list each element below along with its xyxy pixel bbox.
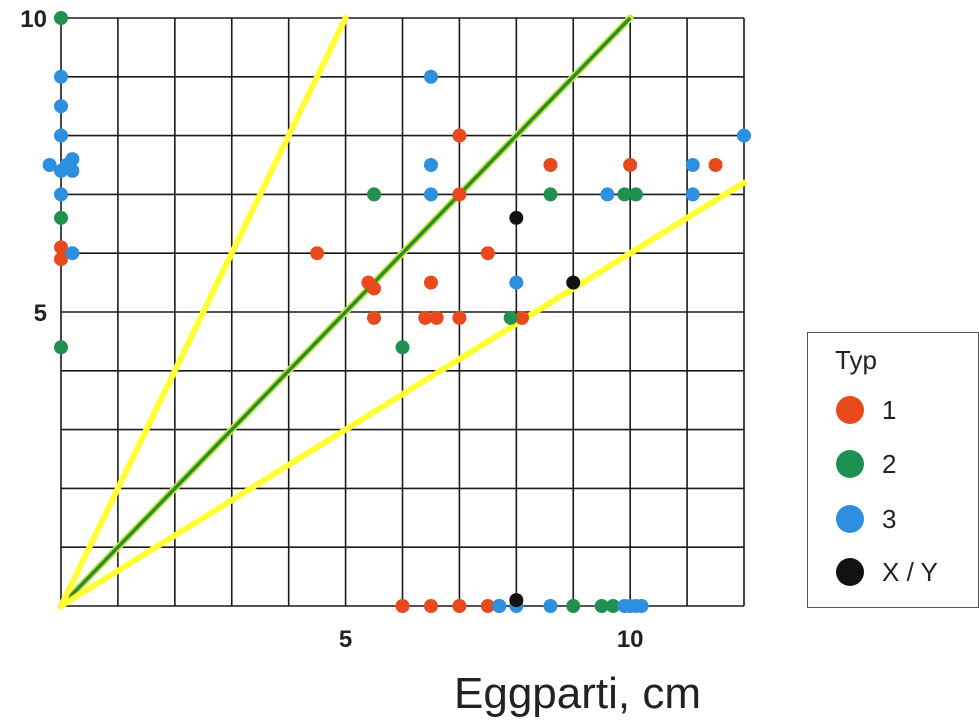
data-point bbox=[367, 310, 382, 325]
data-point bbox=[367, 187, 382, 202]
data-point bbox=[708, 158, 723, 172]
x-tick-label: 5 bbox=[339, 626, 352, 653]
data-point bbox=[418, 310, 433, 325]
tick-labels: 5 10 5 10 bbox=[20, 6, 643, 653]
data-point bbox=[65, 152, 80, 167]
data-point bbox=[543, 599, 558, 613]
reference-line-identity bbox=[59, 16, 632, 608]
data-point bbox=[566, 275, 581, 290]
data-point bbox=[54, 187, 68, 202]
data-point bbox=[367, 281, 382, 296]
legend-item: 3 bbox=[836, 504, 896, 534]
y-tick-label: 10 bbox=[20, 6, 47, 33]
data-point bbox=[65, 163, 80, 178]
data-point bbox=[54, 128, 68, 143]
data-point bbox=[492, 599, 507, 613]
data-point bbox=[503, 310, 518, 325]
data-point bbox=[54, 252, 68, 267]
data-point bbox=[395, 340, 410, 355]
data-point bbox=[54, 340, 68, 355]
data-point bbox=[395, 599, 410, 613]
data-point bbox=[543, 158, 558, 172]
data-point bbox=[600, 187, 615, 202]
data-points bbox=[42, 11, 751, 613]
data-point bbox=[634, 599, 649, 613]
data-point bbox=[54, 240, 68, 255]
data-point bbox=[65, 246, 80, 261]
data-point bbox=[423, 275, 438, 290]
data-point bbox=[54, 99, 68, 114]
data-point bbox=[452, 128, 467, 143]
data-point bbox=[54, 11, 68, 25]
data-point bbox=[423, 158, 438, 172]
data-point bbox=[515, 310, 530, 325]
x-tick-label: 10 bbox=[617, 626, 644, 653]
data-point bbox=[480, 599, 495, 613]
data-point bbox=[452, 187, 467, 202]
data-point bbox=[543, 187, 558, 202]
legend-marker bbox=[836, 450, 864, 478]
y-tick-label: 5 bbox=[34, 300, 47, 327]
legend-title: Typ bbox=[835, 345, 877, 375]
reference-line-ratio bbox=[58, 15, 349, 609]
legend: Typ 1 2 3 X / Y bbox=[807, 332, 979, 608]
data-point bbox=[423, 187, 438, 202]
legend-item: 1 bbox=[836, 395, 896, 425]
grid bbox=[60, 17, 745, 607]
legend-item: 2 bbox=[836, 449, 896, 479]
data-point bbox=[54, 69, 68, 84]
data-point bbox=[628, 187, 643, 202]
data-point bbox=[617, 187, 632, 202]
legend-marker bbox=[836, 558, 864, 586]
x-axis-label: Eggparti, cm bbox=[454, 669, 701, 718]
data-point bbox=[42, 158, 57, 172]
data-point bbox=[509, 210, 524, 225]
legend-label: 3 bbox=[882, 503, 897, 534]
data-point bbox=[310, 246, 325, 261]
data-point bbox=[737, 128, 751, 143]
data-point bbox=[452, 310, 467, 325]
data-point bbox=[566, 599, 581, 613]
reference-lines bbox=[57, 14, 747, 610]
legend-marker bbox=[836, 396, 864, 424]
data-point bbox=[429, 310, 444, 325]
data-point bbox=[594, 599, 609, 613]
data-point bbox=[423, 599, 438, 613]
data-point bbox=[685, 187, 700, 202]
data-point bbox=[480, 246, 495, 261]
legend-label: 1 bbox=[882, 394, 897, 425]
data-point bbox=[509, 593, 524, 608]
data-point bbox=[54, 210, 68, 225]
data-point bbox=[606, 599, 621, 613]
data-point bbox=[452, 599, 467, 613]
data-point bbox=[509, 275, 524, 290]
data-point bbox=[685, 158, 700, 172]
legend-marker bbox=[836, 505, 864, 533]
legend-label: X / Y bbox=[882, 556, 938, 587]
data-point bbox=[423, 69, 438, 84]
legend-label: 2 bbox=[882, 448, 897, 479]
legend-item: X / Y bbox=[836, 557, 938, 587]
data-point bbox=[623, 158, 638, 172]
reference-line-ratio bbox=[58, 179, 747, 609]
